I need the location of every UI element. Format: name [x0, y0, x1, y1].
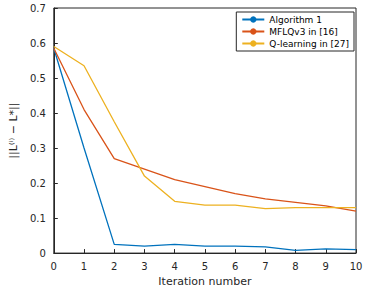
svg-text:3: 3	[141, 261, 147, 272]
svg-text:0.4: 0.4	[30, 108, 46, 119]
svg-text:1: 1	[81, 261, 87, 272]
svg-text:Q-learning in [27]: Q-learning in [27]	[269, 39, 349, 49]
svg-text:2: 2	[111, 261, 117, 272]
svg-text:7: 7	[262, 261, 268, 272]
svg-text:0: 0	[39, 248, 45, 259]
svg-text:0: 0	[51, 261, 57, 272]
svg-text:10: 10	[350, 261, 363, 272]
svg-text:6: 6	[232, 261, 238, 272]
svg-text:0.2: 0.2	[30, 178, 46, 189]
svg-text:9: 9	[323, 261, 329, 272]
svg-text:||L⁽ⁱ⁾ − L*||: ||L⁽ⁱ⁾ − L*||	[7, 102, 20, 158]
svg-text:0.5: 0.5	[30, 73, 46, 84]
svg-text:Algorithm 1: Algorithm 1	[269, 15, 322, 25]
svg-text:4: 4	[171, 261, 177, 272]
svg-text:0.3: 0.3	[30, 143, 46, 154]
svg-text:0.6: 0.6	[30, 38, 46, 49]
svg-text:0.7: 0.7	[30, 3, 46, 14]
svg-text:8: 8	[292, 261, 298, 272]
svg-text:Iteration number: Iteration number	[158, 275, 252, 288]
svg-text:0.1: 0.1	[30, 213, 46, 224]
svg-text:5: 5	[202, 261, 208, 272]
svg-text:MFLQv3 in [16]: MFLQv3 in [16]	[269, 27, 338, 37]
